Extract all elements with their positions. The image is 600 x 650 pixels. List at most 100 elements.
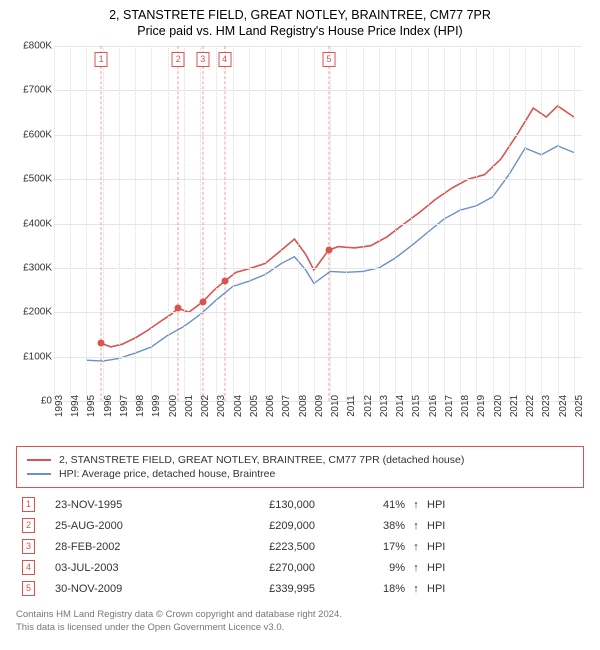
gridline-h	[54, 90, 582, 91]
gridline-v	[476, 46, 477, 401]
footer-line1: Contains HM Land Registry data © Crown c…	[16, 609, 584, 622]
sale-price: £339,995	[205, 583, 315, 595]
sale-pct: 17%	[335, 541, 405, 553]
gridline-v	[86, 46, 87, 401]
gridline-v	[395, 46, 396, 401]
y-axis-label: £200K	[12, 307, 52, 318]
sale-date: 23-NOV-1995	[55, 499, 205, 511]
gridline-v	[265, 46, 266, 401]
hpi-label: HPI	[427, 562, 445, 574]
gridline-v	[444, 46, 445, 401]
y-axis-label: £500K	[12, 174, 52, 185]
plot-region: £0£100K£200K£300K£400K£500K£600K£700K£80…	[54, 46, 582, 402]
gridline-v	[233, 46, 234, 401]
gridline-v	[460, 46, 461, 401]
sale-price: £130,000	[205, 499, 315, 511]
sale-price: £223,500	[205, 541, 315, 553]
sale-pct: 38%	[335, 520, 405, 532]
sale-marker-box: 4	[218, 52, 231, 67]
gridline-v	[249, 46, 250, 401]
sale-date: 03-JUL-2003	[55, 562, 205, 574]
gridline-v	[574, 46, 575, 401]
sale-date: 30-NOV-2009	[55, 583, 205, 595]
up-arrow-icon: ↑	[409, 541, 423, 553]
sale-marker-line	[202, 46, 203, 401]
gridline-h	[54, 179, 582, 180]
gridline-v	[168, 46, 169, 401]
sale-marker-box: 1	[95, 52, 108, 67]
gridline-v	[70, 46, 71, 401]
gridline-v	[119, 46, 120, 401]
page-container: 2, STANSTRETE FIELD, GREAT NOTLEY, BRAIN…	[0, 0, 600, 641]
y-axis-label: £800K	[12, 41, 52, 52]
gridline-v	[314, 46, 315, 401]
gridline-v	[103, 46, 104, 401]
sale-date: 25-AUG-2000	[55, 520, 205, 532]
hpi-label: HPI	[427, 583, 445, 595]
chart-title-block: 2, STANSTRETE FIELD, GREAT NOTLEY, BRAIN…	[12, 8, 588, 38]
legend-swatch	[27, 459, 51, 461]
sale-point-dot	[98, 340, 105, 347]
sales-table-row: 5 30-NOV-2009£339,995 18% ↑ HPI	[16, 578, 584, 599]
gridline-v	[379, 46, 380, 401]
gridline-h	[54, 268, 582, 269]
gridline-v	[363, 46, 364, 401]
legend-swatch	[27, 473, 51, 475]
chart-title-line2: Price paid vs. HM Land Registry's House …	[12, 24, 588, 38]
sale-marker-box: 2	[172, 52, 185, 67]
legend-label: HPI: Average price, detached house, Brai…	[59, 468, 275, 480]
sale-marker-line	[328, 46, 329, 401]
gridline-v	[346, 46, 347, 401]
y-axis-label: £600K	[12, 129, 52, 140]
sale-point-dot	[325, 247, 332, 254]
sale-marker-box: 5	[322, 52, 335, 67]
sale-point-dot	[199, 298, 206, 305]
hpi-label: HPI	[427, 541, 445, 553]
sale-pct: 41%	[335, 499, 405, 511]
sale-point-dot	[221, 278, 228, 285]
gridline-v	[330, 46, 331, 401]
chart-legend: 2, STANSTRETE FIELD, GREAT NOTLEY, BRAIN…	[16, 446, 584, 488]
gridline-v	[509, 46, 510, 401]
sale-pct: 18%	[335, 583, 405, 595]
gridline-v	[200, 46, 201, 401]
y-axis-label: £100K	[12, 351, 52, 362]
sale-marker-line	[224, 46, 225, 401]
legend-label: 2, STANSTRETE FIELD, GREAT NOTLEY, BRAIN…	[59, 454, 464, 466]
y-axis-label: £700K	[12, 85, 52, 96]
sales-table-row: 225-AUG-2000£209,00038%↑HPI	[16, 515, 584, 536]
footer-attribution: Contains HM Land Registry data © Crown c…	[16, 609, 584, 635]
chart-area: £0£100K£200K£300K£400K£500K£600K£700K£80…	[54, 46, 582, 436]
footer-line2: This data is licensed under the Open Gov…	[16, 622, 584, 635]
sale-date: 28-FEB-2002	[55, 541, 205, 553]
sale-price: £270,000	[205, 562, 315, 574]
sales-table-row: 123-NOV-1995£130,00041%↑HPI	[16, 494, 584, 515]
series-line	[101, 106, 574, 347]
x-axis-label: 2025	[574, 395, 600, 417]
gridline-v	[428, 46, 429, 401]
gridline-v	[411, 46, 412, 401]
sales-table-row: 403-JUL-2003£270,0009%↑HPI	[16, 557, 584, 578]
sale-index-box: 5	[22, 581, 35, 596]
y-axis-label: £400K	[12, 218, 52, 229]
up-arrow-icon: ↑	[409, 583, 423, 595]
y-axis-label: £300K	[12, 262, 52, 273]
gridline-v	[216, 46, 217, 401]
sale-pct: 9%	[335, 562, 405, 574]
sale-marker-box: 3	[196, 52, 209, 67]
gridline-h	[54, 46, 582, 47]
gridline-v	[281, 46, 282, 401]
gridline-v	[135, 46, 136, 401]
sale-price: £209,000	[205, 520, 315, 532]
legend-item: HPI: Average price, detached house, Brai…	[27, 468, 573, 480]
gridline-v	[541, 46, 542, 401]
gridline-v	[558, 46, 559, 401]
legend-item: 2, STANSTRETE FIELD, GREAT NOTLEY, BRAIN…	[27, 454, 573, 466]
sale-marker-line	[101, 46, 102, 401]
sale-index-box: 2	[22, 518, 35, 533]
sales-table: 123-NOV-1995£130,00041%↑HPI225-AUG-2000£…	[16, 494, 584, 599]
gridline-h	[54, 224, 582, 225]
sale-index-box: 3	[22, 539, 35, 554]
sales-table-row: 3 28-FEB-2002£223,500 17% ↑ HPI	[16, 536, 584, 557]
hpi-label: HPI	[427, 499, 445, 511]
